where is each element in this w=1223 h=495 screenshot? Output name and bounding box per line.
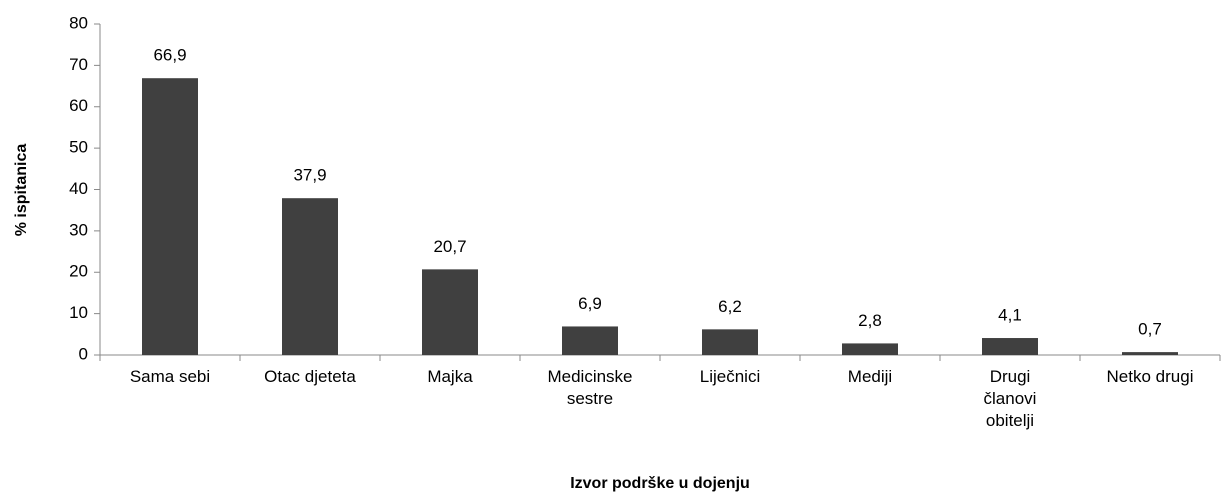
bar	[282, 198, 338, 355]
x-tick-label: Liječnici	[699, 367, 761, 386]
bar	[142, 78, 198, 356]
value-label: 20,7	[433, 237, 466, 256]
value-label: 2,8	[858, 311, 882, 330]
x-tick-label: Medicinske sestre	[547, 367, 633, 408]
y-tick-label: 10	[69, 303, 88, 322]
bar	[562, 326, 618, 355]
y-tick-label: 30	[69, 220, 88, 239]
bar	[422, 269, 478, 355]
value-label: 6,9	[578, 294, 602, 313]
bar	[1122, 352, 1178, 355]
x-tick-label: Drugi članovi obitelji	[983, 367, 1037, 430]
value-label: 4,1	[998, 306, 1022, 325]
value-label: 66,9	[153, 46, 186, 65]
y-tick-label: 70	[69, 55, 88, 74]
y-tick-label: 50	[69, 138, 88, 157]
x-tick-label: Otac djeteta	[264, 367, 356, 386]
value-label: 37,9	[293, 166, 326, 185]
x-tick-label: Netko drugi	[1106, 367, 1194, 386]
y-tick-label: 20	[69, 262, 88, 281]
x-axis-label: Izvor podrške u dojenju	[570, 475, 750, 492]
value-label: 0,7	[1138, 320, 1162, 339]
y-tick-label: 0	[79, 344, 88, 363]
y-tick-label: 80	[69, 13, 88, 32]
bar	[982, 338, 1038, 355]
bar	[842, 343, 898, 355]
x-tick-label: Mediji	[847, 367, 893, 386]
y-tick-label: 60	[69, 96, 88, 115]
y-axis-label: % ispitanica	[13, 144, 30, 237]
x-tick-label: Sama sebi	[129, 367, 211, 386]
value-label: 6,2	[718, 297, 742, 316]
y-tick-label: 40	[69, 179, 88, 198]
x-tick-label: Majka	[427, 367, 473, 386]
bar	[702, 329, 758, 355]
